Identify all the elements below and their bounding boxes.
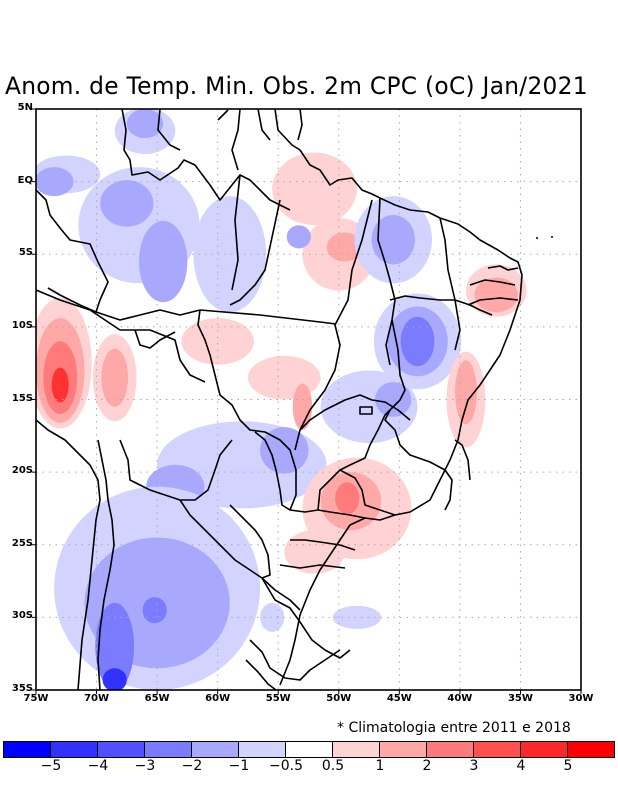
colorbar-swatch <box>51 742 98 757</box>
colorbar-swatch <box>427 742 474 757</box>
longitude-label: 55W <box>263 693 293 704</box>
colorbar-label: 5 <box>548 758 588 774</box>
colorbar-swatch <box>239 742 286 757</box>
warm-anomaly-area <box>272 153 357 226</box>
longitude-label: 50W <box>324 693 354 704</box>
cold-anomaly-area <box>103 668 127 691</box>
cold-anomaly-area <box>35 167 74 196</box>
colorbar-swatch <box>568 742 614 757</box>
colorbar-label: −4 <box>78 758 118 774</box>
cold-anomaly-area <box>127 109 163 138</box>
cold-anomaly-area <box>333 606 381 629</box>
cold-anomaly-area <box>287 225 311 248</box>
warm-anomaly-area <box>293 384 312 430</box>
colorbar-label: −3 <box>125 758 165 774</box>
colorbar-swatch <box>380 742 427 757</box>
colorbar-swatch <box>521 742 568 757</box>
warm-anomaly-area <box>474 277 518 312</box>
colorbar-swatch <box>474 742 521 757</box>
latitude-label: 15S <box>12 393 33 404</box>
cold-anomaly-area <box>193 196 266 312</box>
colorbar-label: 4 <box>501 758 541 774</box>
longitude-label: 30W <box>566 693 596 704</box>
warm-anomaly-area <box>52 368 69 403</box>
cold-anomaly-area <box>139 221 187 302</box>
latitude-label: 10S <box>12 320 33 331</box>
colorbar-label: 2 <box>407 758 447 774</box>
colorbar-label: −2 <box>172 758 212 774</box>
anomaly-map <box>0 100 618 710</box>
cold-anomaly-area <box>143 597 167 623</box>
warm-anomaly-area <box>101 349 128 407</box>
latitude-label: EQ <box>18 175 33 186</box>
colorbar <box>3 741 615 758</box>
colorbar-label: −0.5 <box>266 758 306 774</box>
longitude-label: 45W <box>384 693 414 704</box>
latitude-label: 30S <box>12 610 33 621</box>
latitude-label: 20S <box>12 465 33 476</box>
colorbar-swatch <box>192 742 239 757</box>
longitude-label: 40W <box>445 693 475 704</box>
cold-anomaly-area <box>401 317 435 366</box>
longitude-label: 65W <box>142 693 172 704</box>
colorbar-label: −1 <box>219 758 259 774</box>
colorbar-label: 0.5 <box>313 758 353 774</box>
colorbar-swatch <box>286 742 333 757</box>
colorbar-swatch <box>4 742 51 757</box>
colorbar-swatch <box>333 742 380 757</box>
colorbar-label: −5 <box>31 758 71 774</box>
climatology-note: * Climatologia entre 2011 e 2018 <box>337 720 571 736</box>
island-dot <box>551 236 553 238</box>
latitude-label: 25S <box>12 538 33 549</box>
colorbar-swatch <box>98 742 145 757</box>
island-dot <box>536 237 538 239</box>
longitude-label: 75W <box>21 693 51 704</box>
warm-anomaly-area <box>181 318 254 364</box>
colorbar-label: 1 <box>360 758 400 774</box>
map-title: Anom. de Temp. Min. Obs. 2m CPC (oC) Jan… <box>5 72 588 100</box>
cold-anomaly-area <box>100 180 153 226</box>
longitude-label: 35W <box>505 693 535 704</box>
longitude-label: 60W <box>203 693 233 704</box>
latitude-label: 5N <box>18 102 33 113</box>
latitude-label: 5S <box>19 247 33 258</box>
colorbar-swatch <box>145 742 192 757</box>
longitude-label: 70W <box>82 693 112 704</box>
colorbar-label: 3 <box>454 758 494 774</box>
